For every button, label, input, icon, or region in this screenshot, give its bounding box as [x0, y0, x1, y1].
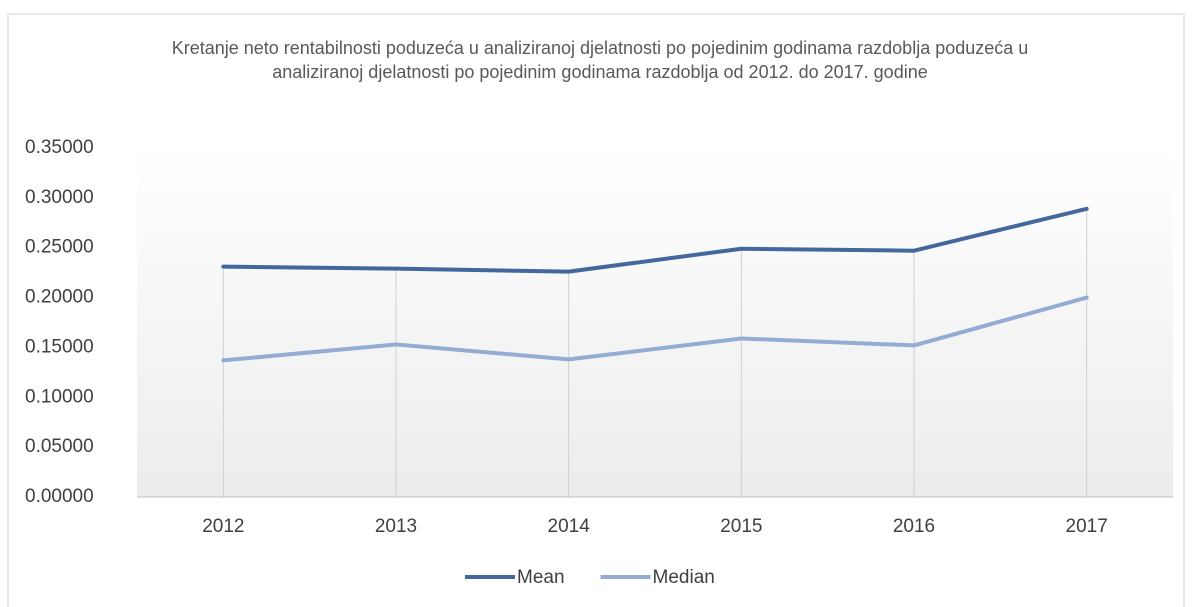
- series-line: [221, 206, 1089, 274]
- y-tick-label: 0.30000: [25, 187, 94, 208]
- x-tick-label: 2016: [893, 516, 935, 537]
- chart-border: [7, 13, 1185, 607]
- x-tick-label: 2014: [548, 516, 591, 537]
- x-tick-label: 2017: [1066, 516, 1108, 537]
- y-tick-label: 0.15000: [25, 336, 94, 357]
- chart-title: Kretanje neto rentabilnosti poduzeća u a…: [171, 38, 1029, 82]
- plot-area: [137, 148, 1173, 497]
- x-tick-label: 2013: [375, 516, 417, 537]
- y-tick-label: 0.20000: [25, 287, 94, 308]
- legend-label: Median: [653, 567, 715, 588]
- series-line: [221, 295, 1089, 363]
- y-tick-label: 0.10000: [25, 386, 94, 407]
- y-tick-label: 0.25000: [25, 237, 94, 258]
- y-tick-label: 0.35000: [25, 137, 94, 158]
- x-tick-label: 2015: [720, 516, 762, 537]
- x-tick-label: 2012: [202, 516, 244, 537]
- y-tick-label: 0.00000: [25, 486, 94, 507]
- legend-label: Mean: [517, 567, 565, 588]
- y-tick-label: 0.05000: [25, 436, 94, 457]
